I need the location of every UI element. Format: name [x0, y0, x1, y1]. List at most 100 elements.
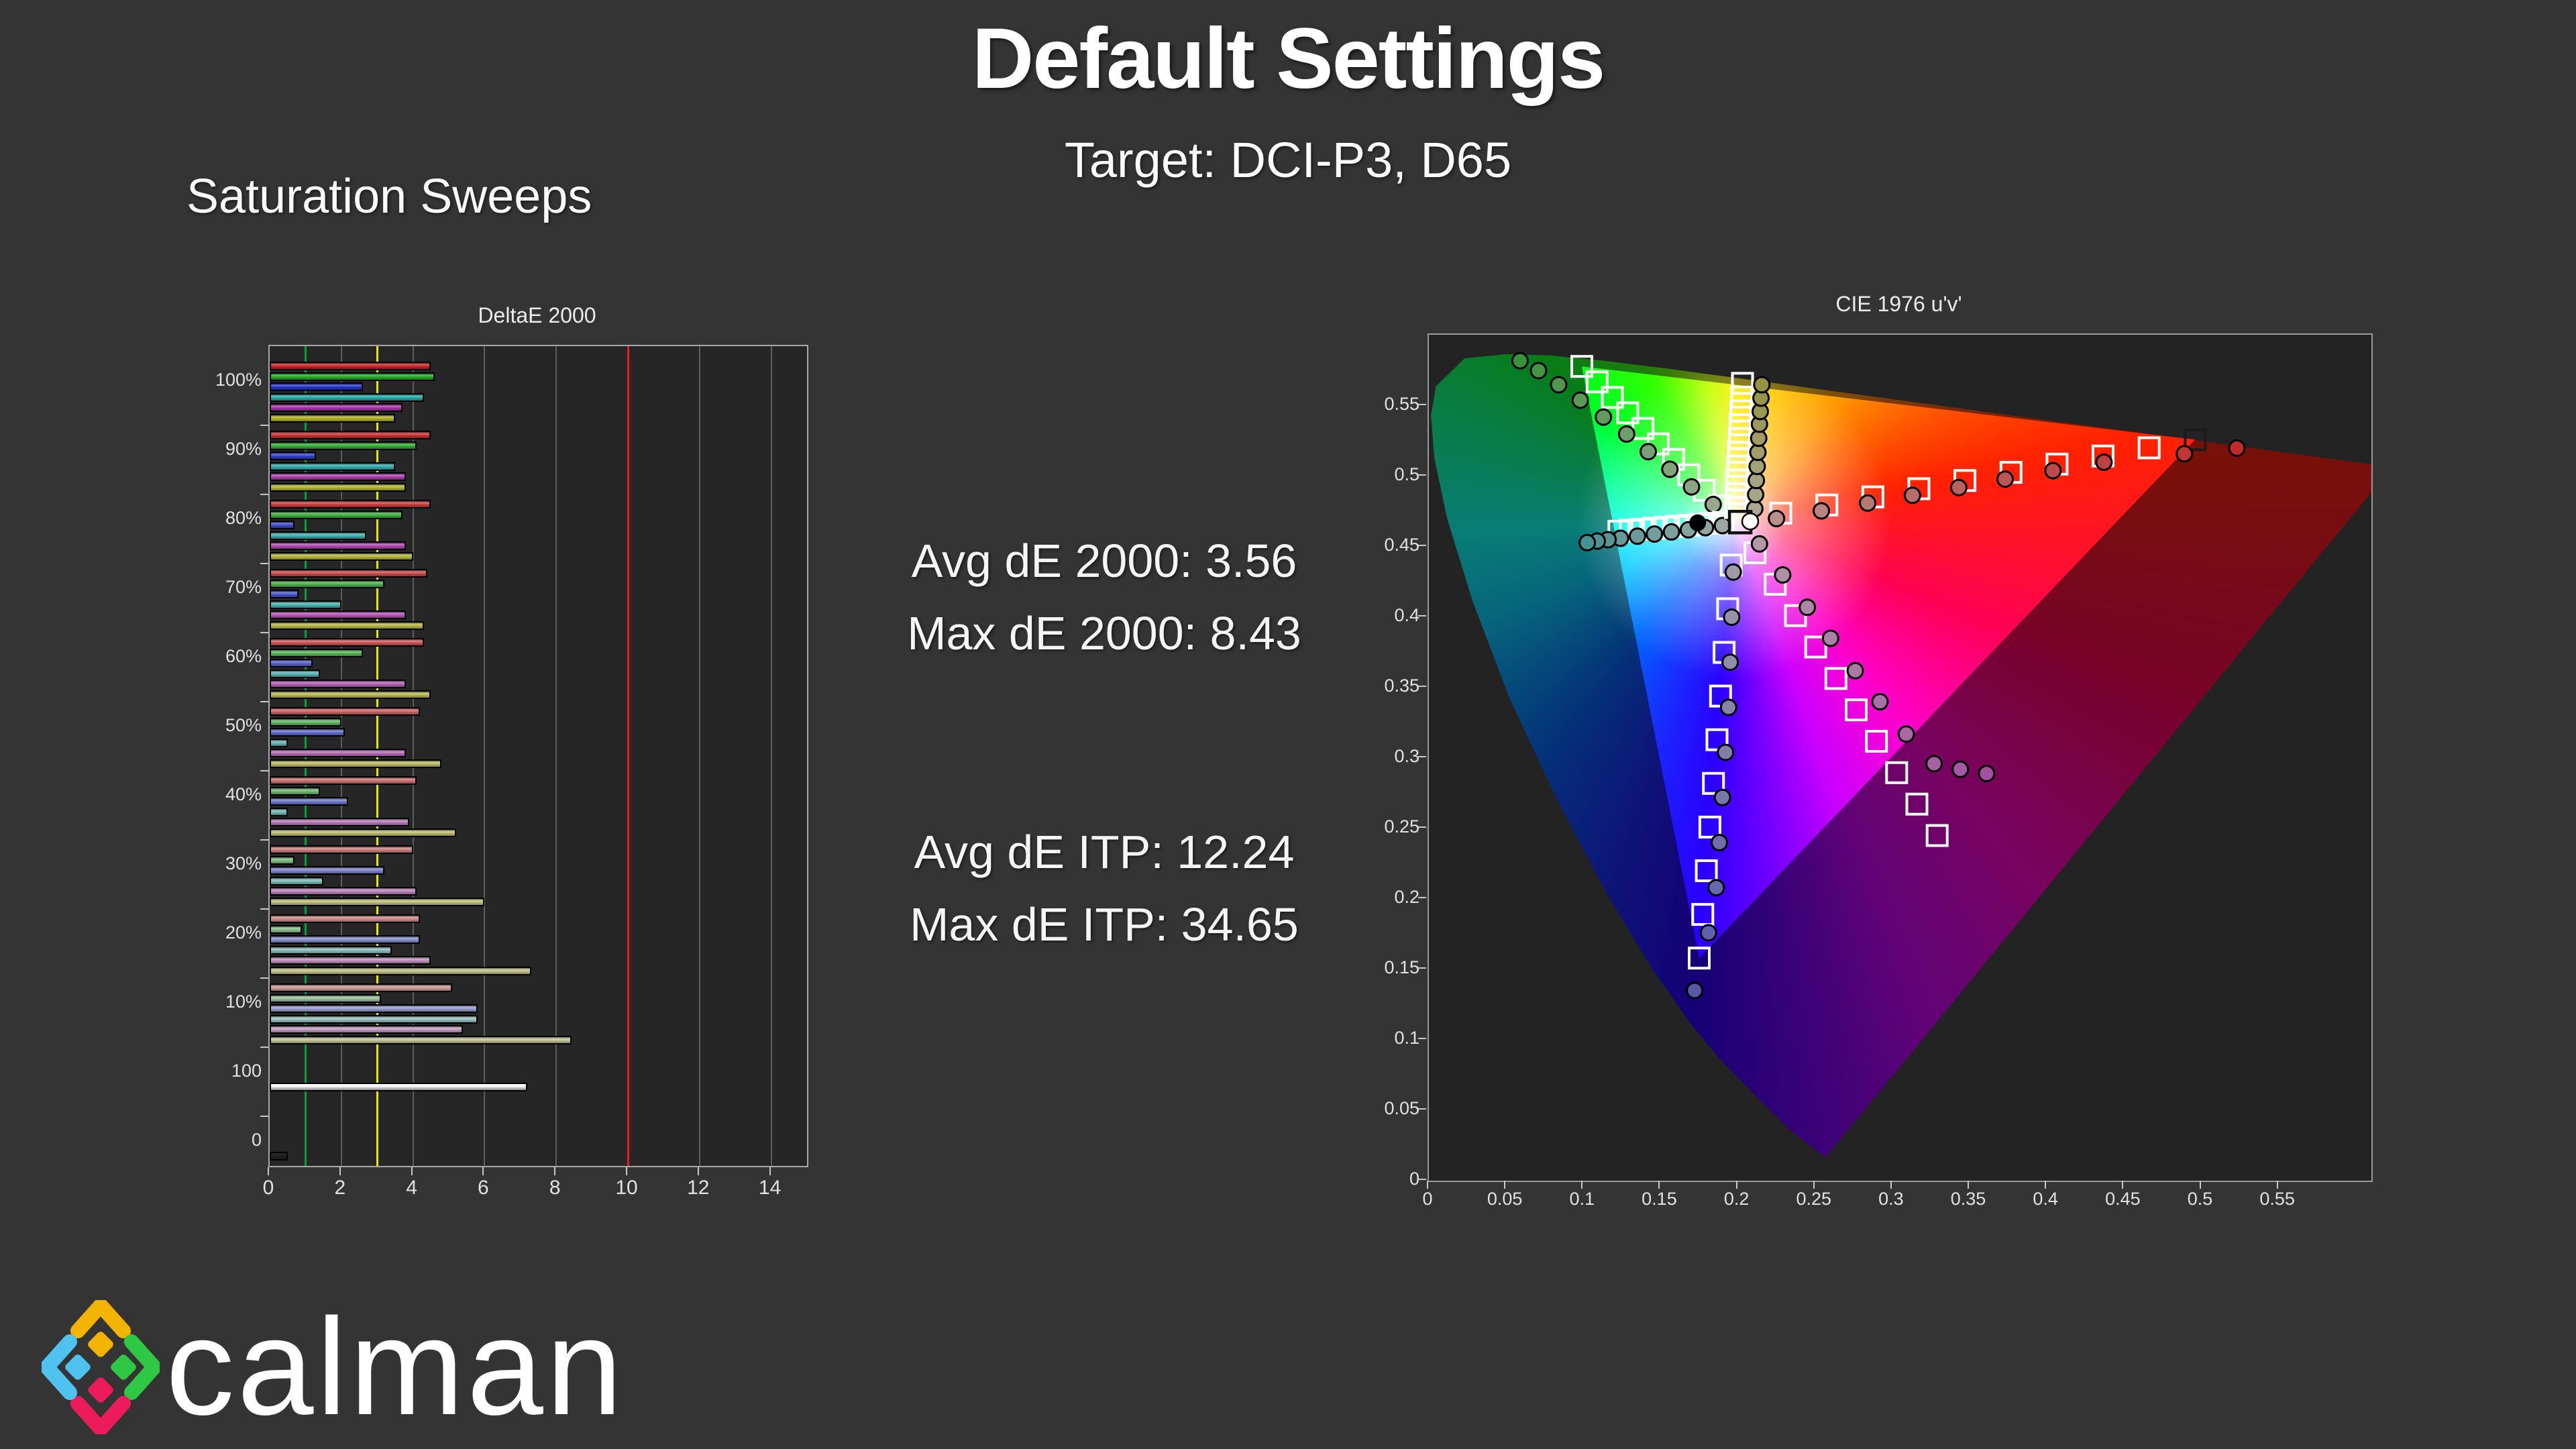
measured-circle-magenta: [1871, 693, 1889, 710]
bar-x-tick-label: 10: [615, 1177, 638, 1199]
measured-circle-magenta: [1750, 535, 1768, 553]
target-square-red: [2137, 436, 2161, 460]
cie-x-tick-label: 0.55: [2259, 1189, 2295, 1209]
target-square-green: [1616, 401, 1640, 425]
bar-axis-tick: [260, 839, 268, 841]
measured-circle-yellow: [1748, 472, 1766, 490]
bar-yellow-10%: [270, 1035, 572, 1044]
cie-x-tick: [1658, 1181, 1660, 1189]
measured-circle-blue: [1707, 879, 1725, 897]
cie-y-tick: [1418, 826, 1426, 828]
measured-circle-red: [2044, 462, 2062, 480]
bar-blue-40%: [270, 797, 349, 806]
avg-de2000: Avg dE 2000: 3.56: [911, 535, 1297, 587]
bar-cyan-30%: [270, 876, 324, 885]
bar-yellow-80%: [270, 551, 413, 561]
bar-green-80%: [270, 510, 402, 519]
target-square-green: [1631, 417, 1655, 440]
calman-logo-mark-icon: [40, 1298, 162, 1436]
bar-axis-tick: [260, 770, 268, 771]
measured-circle-blue: [1717, 743, 1735, 761]
bar-green-90%: [270, 441, 417, 450]
bar-category-label: 100: [231, 1061, 262, 1081]
cie-y-tick-label: 0.15: [1384, 957, 1419, 977]
measured-circle-green: [1661, 460, 1679, 478]
measured-circle-green: [1571, 391, 1589, 409]
bar-gridline: [770, 346, 772, 1166]
bar-blue-100%: [270, 382, 363, 391]
bar-gridline: [484, 346, 486, 1166]
cie-y-tick: [1418, 474, 1426, 476]
bar-cyan-70%: [270, 600, 341, 609]
measured-circle-green: [1550, 376, 1568, 394]
bar-axis-tick: [260, 701, 268, 702]
target-square-red: [2184, 428, 2207, 451]
bar-cyan-50%: [270, 738, 288, 747]
bar-green-10%: [270, 994, 381, 1003]
measured-circle-red: [1859, 494, 1877, 512]
cie-x-tick: [1890, 1181, 1892, 1189]
measured-circle-yellow: [1753, 376, 1771, 394]
cie-x-tick: [1427, 1181, 1428, 1189]
cie-y-tick: [1418, 1179, 1426, 1180]
cie-y-tick-label: 0.55: [1384, 394, 1419, 414]
bar-blue-10%: [270, 1004, 478, 1013]
section-label: Saturation Sweeps: [186, 170, 592, 223]
cie-x-tick: [1735, 1181, 1737, 1189]
measured-circle-blue: [1699, 924, 1717, 942]
measured-circle-red: [2095, 453, 2113, 471]
bar-category-label: 40%: [225, 784, 262, 804]
bar-cyan-40%: [270, 807, 288, 816]
target-square-yellow: [1727, 427, 1751, 450]
cie-x-tick-label: 0.5: [2187, 1189, 2213, 1209]
target-square-magenta: [1885, 761, 1909, 784]
bar-category-label: 90%: [225, 439, 262, 459]
bar-yellow-70%: [270, 621, 424, 630]
bar-magenta-10%: [270, 1025, 464, 1034]
cie-x-tick-label: 0.45: [2105, 1189, 2141, 1209]
cie-x-tick-label: 0.05: [1487, 1189, 1523, 1209]
bar-x-tick: [626, 1167, 627, 1175]
measured-circle-green: [1511, 352, 1529, 370]
cie-y-tick: [1418, 897, 1426, 898]
bar-axis-tick: [260, 977, 268, 979]
measured-circle-red: [1949, 478, 1968, 496]
bar-x-tick: [339, 1167, 341, 1175]
bar-gridline: [698, 346, 700, 1166]
bar-gridline: [555, 346, 557, 1166]
cie-x-tick-label: 0.2: [1723, 1189, 1750, 1209]
bar-green-60%: [270, 648, 363, 657]
bar-x-tick-label: 4: [406, 1177, 417, 1199]
target-square-yellow: [1730, 386, 1754, 409]
bar-red-70%: [270, 569, 427, 578]
cie-y-tick-label: 0.5: [1394, 464, 1419, 484]
measured-circle-red: [1996, 470, 2014, 488]
cie-x-tick-label: 0: [1422, 1189, 1433, 1209]
measured-circle-green: [1640, 443, 1657, 461]
cie-y-tick-label: 0.4: [1394, 605, 1419, 625]
measured-circle-red: [1768, 510, 1786, 527]
bar-cyan-60%: [270, 669, 320, 678]
bar-green-20%: [270, 924, 303, 934]
cie-y-tick: [1418, 545, 1426, 546]
target-square-magenta: [1845, 698, 1868, 722]
target-square-magenta: [1804, 635, 1827, 659]
cie-x-tick: [2199, 1181, 2201, 1189]
target-square-green: [1585, 370, 1609, 394]
target-square-yellow: [1726, 454, 1750, 478]
bar-red-80%: [270, 500, 431, 508]
measured-circle-green: [1617, 425, 1635, 443]
target-square-magenta: [1925, 824, 1949, 847]
cie-y-tick-label: 0.3: [1394, 746, 1419, 766]
measured-circle-blue: [1713, 788, 1731, 806]
bar-yellow-30%: [270, 897, 485, 906]
bar-x-tick-label: 8: [549, 1177, 561, 1199]
bar-cyan-100%: [270, 392, 424, 402]
measured-circle-red: [2228, 439, 2246, 457]
bar-magenta-20%: [270, 956, 431, 965]
bar-blue-80%: [270, 521, 295, 529]
bar-red-50%: [270, 707, 421, 716]
target-square-blue: [1702, 771, 1725, 795]
cie-x-tick: [2276, 1181, 2278, 1189]
measured-circle-blue: [1686, 981, 1704, 1000]
